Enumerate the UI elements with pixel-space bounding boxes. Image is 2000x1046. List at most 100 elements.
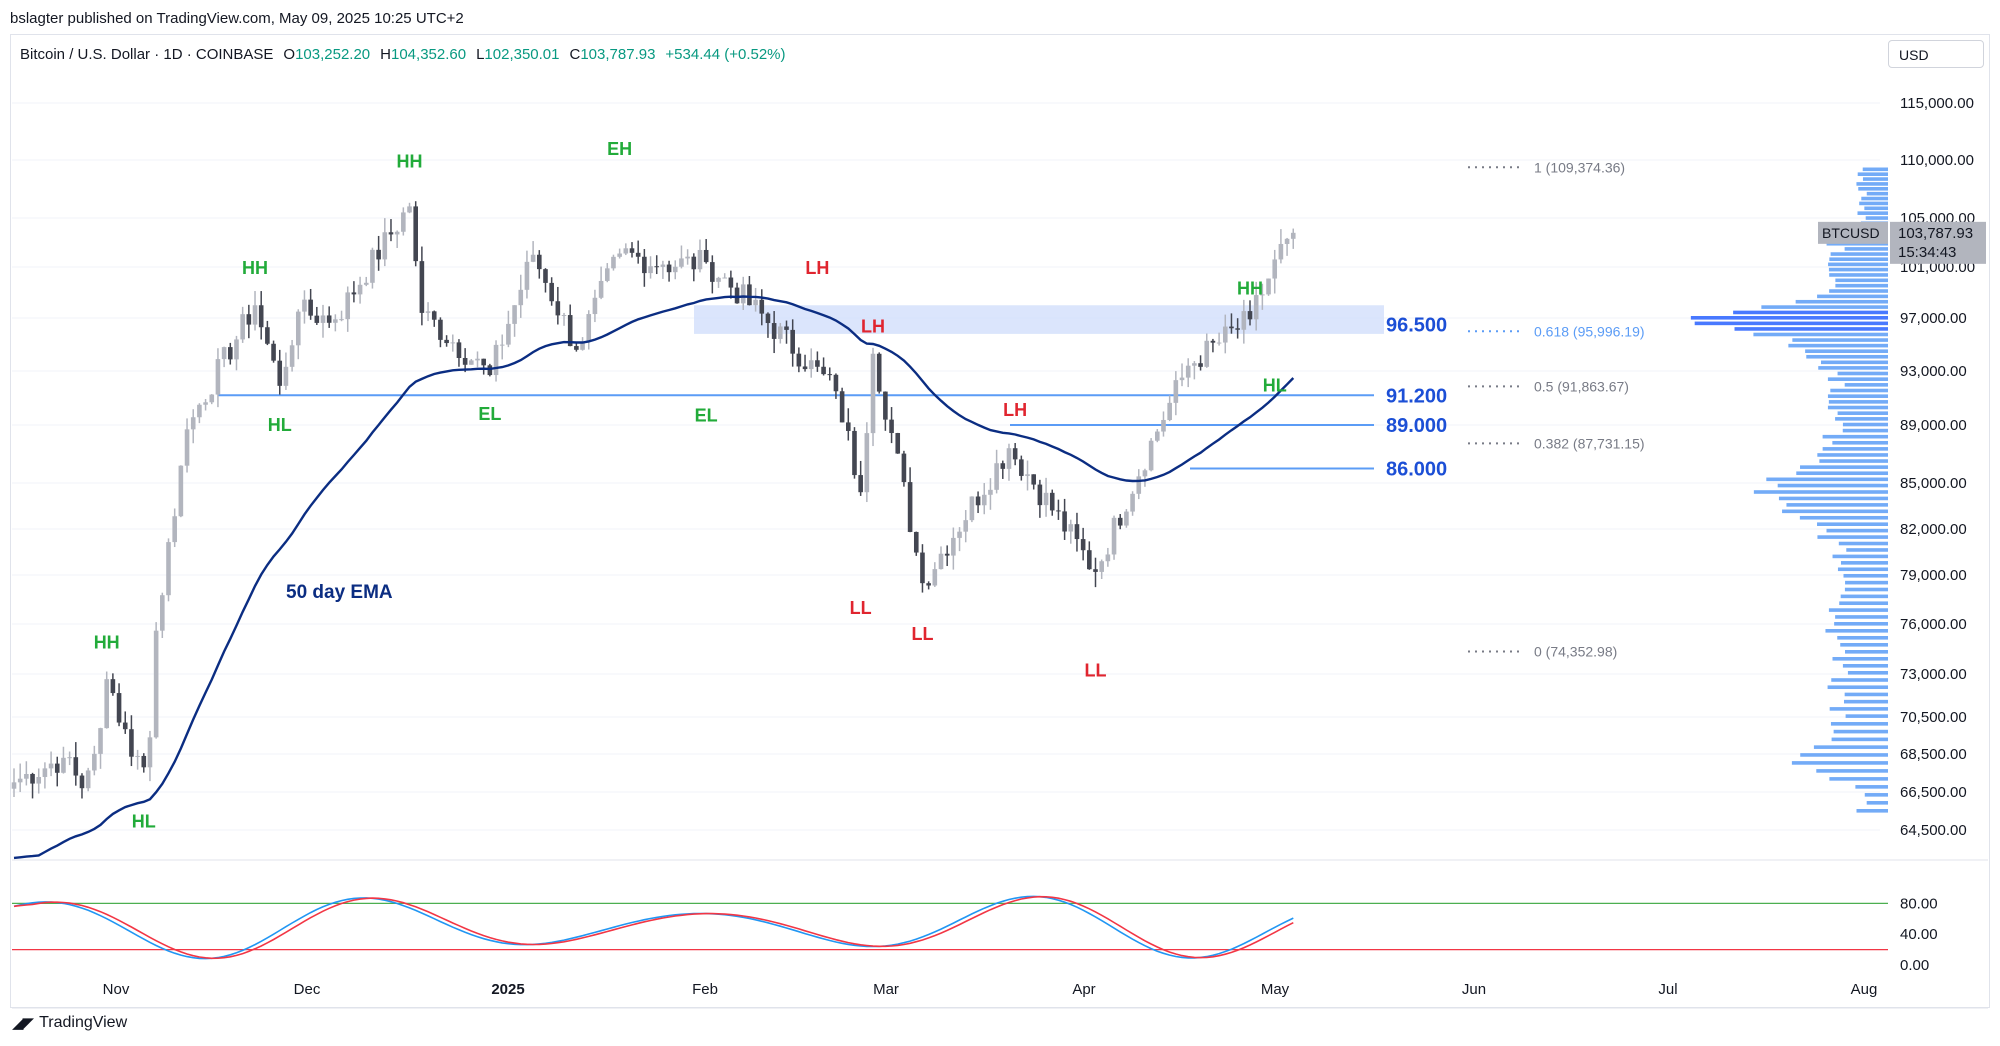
volume-bar	[1820, 360, 1888, 365]
candle-body	[852, 430, 857, 476]
volume-bar	[1858, 187, 1888, 191]
x-tick-label: Aug	[1851, 981, 1878, 998]
candle-body	[957, 531, 962, 538]
candle-body	[1130, 493, 1135, 512]
volume-bar	[1866, 191, 1888, 196]
volume-bar	[1845, 714, 1888, 718]
candle-body	[648, 266, 653, 274]
volume-bar	[1777, 483, 1888, 488]
fib-label: 0.5 (91,863.67)	[1534, 378, 1629, 394]
candle-body	[1068, 524, 1074, 532]
volume-bar	[1840, 643, 1888, 647]
candle-body	[1148, 440, 1154, 471]
candle-body	[1161, 419, 1166, 432]
swing-label-ll: LL	[1085, 661, 1107, 681]
candle-body	[660, 264, 666, 267]
candle-body	[604, 268, 610, 281]
volume-bar	[1778, 496, 1888, 501]
volume-bar	[1827, 405, 1888, 410]
volume-bar	[1813, 745, 1888, 749]
candle-body	[1105, 554, 1111, 562]
y-tick-label: 73,000.00	[1900, 666, 1967, 683]
volume-bar	[1806, 354, 1888, 359]
candle-body	[1272, 259, 1278, 279]
x-tick-label: Dec	[294, 981, 321, 998]
volume-bar	[1796, 471, 1888, 476]
candle-body	[184, 429, 190, 466]
candle-body	[228, 347, 233, 360]
tradingview-logo[interactable]: ◢◤ TradingView	[12, 1014, 127, 1032]
candle-body	[469, 360, 474, 365]
swing-label-hl: HL	[268, 415, 292, 435]
candle-body	[580, 342, 585, 350]
volume-bar	[1829, 257, 1888, 262]
resistance-zone	[694, 305, 1384, 334]
volume-bar	[1833, 729, 1888, 734]
candle-body	[759, 299, 765, 314]
swing-label-hh: HH	[242, 258, 268, 278]
candle-body	[981, 494, 987, 506]
volume-bar	[1845, 580, 1888, 585]
volume-bar	[1840, 594, 1888, 599]
candle-body	[147, 737, 153, 768]
volume-bar	[1822, 434, 1888, 439]
candle-body	[197, 404, 202, 418]
candle-body	[394, 231, 400, 235]
candle-body	[24, 774, 29, 779]
tag-symbol-box	[1818, 221, 1888, 244]
y-tick-label: 64,500.00	[1900, 822, 1967, 839]
candle-body	[1198, 363, 1203, 367]
candle-body	[629, 248, 635, 253]
candle-body	[846, 422, 851, 431]
candle-body	[1260, 294, 1265, 296]
tv-brand-text: TradingView	[39, 1014, 128, 1031]
candle-body	[635, 252, 641, 257]
candle-body	[858, 475, 863, 493]
candle-body	[672, 266, 678, 273]
volume-bar	[1838, 541, 1888, 546]
volume-bar	[1834, 622, 1888, 626]
high-value: 104,352.60	[391, 46, 467, 63]
x-tick-label: 2025	[491, 981, 524, 998]
candle-body	[116, 693, 122, 723]
candle-body	[79, 775, 85, 789]
level-label: 89.000	[1386, 415, 1447, 437]
currency-button[interactable]: USD	[1888, 40, 1984, 68]
volume-bar	[1694, 321, 1888, 326]
candle-body	[160, 595, 165, 631]
candle-body	[969, 496, 975, 521]
swing-label-hl: HL	[132, 812, 156, 832]
change-value: +534.44 (+0.52%)	[665, 46, 786, 63]
candle-body	[363, 282, 369, 285]
candle-body	[221, 347, 227, 360]
volume-bar	[1825, 629, 1888, 633]
candle-body	[617, 253, 622, 257]
volume-bar	[1861, 196, 1888, 201]
candle-body	[413, 206, 418, 262]
candle-body	[252, 305, 258, 325]
candle-body	[703, 249, 709, 263]
volume-bar	[1847, 671, 1888, 675]
candle-body	[611, 256, 616, 269]
volume-bar	[1857, 172, 1888, 176]
candle-body	[926, 583, 931, 586]
volume-bar	[1782, 509, 1888, 514]
candle-body	[642, 256, 647, 274]
x-tick-label: Apr	[1072, 981, 1095, 998]
time-axis: Nov Dec 2025 Feb Mar Apr May Jun Jul Aug	[12, 981, 1988, 1009]
volume-bar	[1837, 567, 1888, 572]
candle-body	[487, 365, 493, 376]
swing-label-hh: HH	[397, 152, 423, 172]
price-chart[interactable]: 96.500 91.200 89.000 86.000 1 (109,374.36) 0…	[0, 0, 2000, 1010]
candle-body	[345, 292, 351, 320]
candle-body	[357, 284, 363, 295]
x-tick-label: Jun	[1462, 981, 1486, 998]
swing-label-el: EL	[478, 404, 501, 424]
volume-bar	[1835, 283, 1888, 288]
candle-body	[808, 360, 814, 370]
volume-bar	[1832, 657, 1888, 661]
candle-body	[771, 323, 777, 339]
swing-label-el: EL	[695, 405, 718, 425]
candle-body	[592, 297, 598, 315]
symbol-name[interactable]: Bitcoin / U.S. Dollar · 1D · COINBASE	[20, 46, 274, 63]
